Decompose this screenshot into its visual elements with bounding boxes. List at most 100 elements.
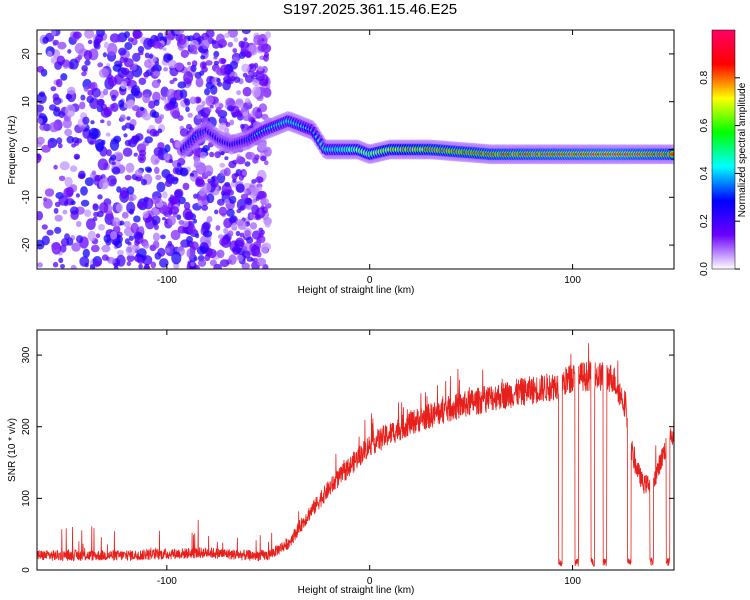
spectrogram-noise-blob (126, 186, 135, 195)
spectrogram-noise-blob (102, 52, 107, 58)
spectrogram-noise-blob (148, 100, 156, 109)
spectrogram-noise-blob (60, 264, 65, 269)
spectrogram-noise-blob (51, 30, 57, 36)
spectrogram-noise-blob (163, 53, 172, 63)
spectrogram-noise-blob (128, 235, 134, 241)
spectrogram-noise-blob (100, 119, 105, 124)
spectrogram-noise-blob (182, 182, 190, 191)
spectrogram-noise-blob (106, 149, 112, 157)
spectrogram-noise-blob (202, 145, 210, 152)
spectrogram-noise-blob (160, 234, 166, 240)
spectrogram-noise-blob (189, 241, 199, 251)
spectrogram-noise-blob (251, 230, 262, 240)
spectrogram-noise-blob (95, 233, 101, 238)
spectrogram-noise-blob (186, 212, 193, 220)
colorbar-label: Normalized spectral amplitude (737, 82, 748, 217)
spectrogram-noise-blob (119, 187, 129, 199)
spectrogram-noise-blob (241, 262, 250, 269)
spectrogram-noise-blob (119, 220, 125, 226)
spectrogram-noise-blob (220, 151, 225, 156)
spectrogram-noise-blob (232, 222, 237, 229)
spectrogram-noise-blob (215, 106, 222, 115)
spectrogram-noise-blob (55, 78, 63, 88)
spectrogram-noise-blob (87, 230, 97, 242)
spectrogram-noise-blob (74, 155, 79, 160)
spectrogram-noise-blob (152, 91, 161, 103)
spectrogram-noise-blob (54, 226, 62, 234)
spectrogram-noise-blob (110, 230, 118, 240)
spectrogram-noise-blob (138, 77, 147, 86)
spectrogram-noise-blob (164, 180, 173, 187)
spectrogram-noise-blob (219, 237, 228, 246)
spectrogram-noise-blob (225, 122, 231, 127)
spectrogram-noise-blob (250, 186, 259, 197)
spectrogram-noise-blob (150, 261, 157, 269)
spectrogram-noise-blob (167, 240, 173, 247)
spectrogram-noise-blob (199, 242, 209, 253)
spectrogram-noise-blob (76, 235, 84, 244)
spectrogram-noise-blob (74, 42, 85, 54)
spectrogram-noise-blob (115, 203, 123, 213)
spectrogram-noise-blob (57, 41, 67, 50)
spectrogram-noise-blob (113, 135, 122, 143)
spectrogram-noise-blob (113, 265, 119, 269)
spectrogram-noise-blob (82, 116, 90, 125)
spectrogram-noise-blob (157, 128, 163, 134)
spectrogram-noise-blob (205, 95, 214, 105)
spectrogram-noise-blob (123, 133, 128, 138)
snr-x-label: Height of straight line (km) (298, 585, 415, 596)
spectrogram-noise-blob (97, 158, 109, 171)
spectrogram-noise-blob (62, 118, 72, 129)
spectrogram-noise-blob (41, 235, 50, 246)
snr-x-ticks: -100 0 100 (157, 330, 581, 587)
spectrogram-noise-blob (110, 154, 117, 161)
spectrogram-noise-blob (59, 244, 67, 253)
spectrogram-noise-blob (142, 255, 153, 266)
spectrogram-noise-blob (37, 211, 43, 221)
spectrogram-noise-blob (66, 135, 75, 144)
spectrogram-noise-blob (60, 73, 68, 81)
spectrogram-noise-blob (67, 86, 76, 95)
spectrogram-noise-blob (241, 63, 250, 73)
snr-y-ticks: 0 100 200 300 (21, 346, 674, 573)
spectrogram-noise-blob (258, 227, 264, 232)
spectrogram-noise-blob (134, 169, 143, 177)
spectrogram-noise-blob (98, 68, 109, 79)
spectrogram-noise-blob (251, 179, 257, 184)
spectrogram-noise-blob (244, 98, 251, 103)
spectrogram-noise-blob (235, 99, 244, 108)
spectrogram-noise-blob (133, 215, 141, 223)
spectrogram-noise-blob (69, 206, 79, 215)
spectrogram-noise-blob (51, 242, 61, 250)
spectrogram-noise-blob (189, 265, 196, 269)
spectrogram-noise-blob (138, 50, 144, 56)
spectrogram-noise-blob (148, 53, 154, 59)
y-tick-label: 0 (21, 567, 32, 573)
spectrogram-noise-blob (125, 70, 134, 81)
spectrogram-noise-blob (103, 88, 109, 96)
spectrogram-noise-blob (235, 219, 244, 227)
spectrogram-noise-blob (257, 43, 266, 52)
spectrogram-noise-blob (42, 36, 49, 44)
spectrogram-noise-blob (91, 87, 101, 98)
spectrogram-noise-blob (46, 229, 54, 236)
spectrogram-noise-blob (37, 117, 43, 124)
spectrogram-noise-blob (221, 183, 232, 196)
spectrogram-noise-blob (236, 198, 247, 211)
spectrogram-noise-blob (175, 62, 184, 71)
spectrogram-noise-blob (144, 59, 152, 69)
spectrogram-noise-blob (142, 112, 152, 121)
spectrogram-noise-blob (215, 266, 220, 269)
spectrogram-noise-blob (252, 72, 258, 77)
spectrogram-noise-blob (173, 30, 185, 35)
spectrogram-noise-blob (224, 156, 229, 161)
spectrogram-noise-blob (213, 56, 218, 60)
spectrogram-noise-blob (121, 211, 129, 219)
spectrogram-noise-blob (114, 240, 123, 249)
spectrogram-noise-blob (115, 36, 123, 43)
spectrogram-noise-blob (241, 30, 251, 35)
spectrogram-noise-blob (238, 40, 245, 48)
spectrogram-noise-blob (71, 242, 81, 252)
spectrogram-noise-blob (92, 216, 98, 222)
spectrogram-noise-blob (232, 48, 238, 54)
